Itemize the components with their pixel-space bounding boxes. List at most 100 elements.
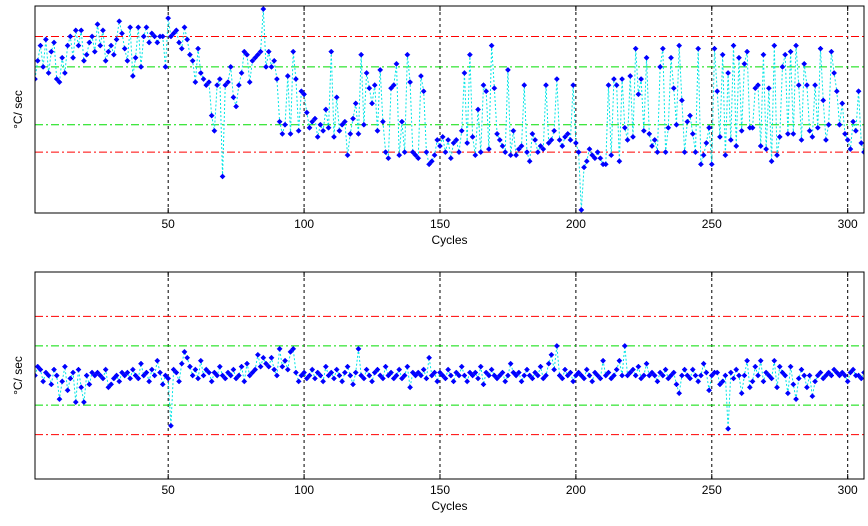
data-point [670, 369, 677, 376]
data-point [254, 351, 261, 358]
data-point [553, 342, 560, 349]
data-point [861, 149, 864, 156]
data-point [314, 369, 321, 376]
data-point [369, 378, 375, 385]
data-point [608, 375, 615, 382]
data-point [390, 375, 397, 382]
data-point [551, 127, 558, 134]
data-point [148, 30, 155, 37]
data-point [673, 121, 680, 128]
data-point [635, 91, 642, 98]
data-point [839, 100, 846, 107]
data-point [744, 48, 751, 55]
data-point [855, 88, 862, 95]
data-point [809, 393, 816, 400]
data-point [72, 27, 79, 34]
data-point [347, 372, 354, 379]
data-point [206, 369, 212, 376]
data-point [627, 369, 634, 376]
data-point [265, 48, 272, 55]
x-tick-label: 300 [838, 483, 858, 497]
data-point [812, 378, 819, 385]
data-point [562, 366, 568, 373]
data-point [627, 73, 634, 79]
data-point [774, 384, 780, 391]
data-point [450, 378, 457, 385]
data-point [423, 375, 430, 382]
data-point [396, 152, 403, 159]
data-point [189, 372, 196, 379]
data-point [768, 158, 775, 165]
data-point [157, 369, 163, 376]
data-point [741, 60, 748, 67]
data-point [594, 149, 601, 156]
data-point [556, 372, 563, 379]
data-point [200, 372, 207, 379]
data-point [461, 372, 468, 379]
data-point [78, 384, 85, 391]
data-point [170, 366, 177, 373]
data-point [53, 372, 60, 379]
data-point [847, 146, 854, 153]
data-point [456, 372, 462, 379]
data-point [162, 372, 169, 379]
data-point [371, 82, 378, 89]
data-point [730, 42, 737, 49]
data-point [472, 152, 479, 159]
data-point [532, 369, 539, 376]
data-point [195, 45, 202, 52]
data-point [839, 369, 846, 376]
data-point [75, 366, 82, 373]
data-point [200, 76, 207, 83]
data-point [377, 372, 384, 379]
data-point [295, 378, 302, 385]
data-point [697, 372, 704, 379]
data-point [714, 369, 721, 376]
data-point [559, 143, 566, 149]
data-point [51, 39, 57, 46]
data-point [121, 372, 128, 379]
data-point [537, 363, 544, 370]
data-point [828, 372, 835, 379]
data-point [613, 366, 620, 373]
data-point [736, 372, 742, 379]
data-point [59, 54, 66, 61]
data-point [89, 33, 96, 40]
data-point [643, 54, 650, 61]
data-point [793, 42, 800, 49]
data-point [638, 76, 645, 83]
data-point [534, 149, 541, 156]
data-point [379, 118, 386, 125]
data-point [404, 363, 411, 370]
data-point [741, 372, 748, 379]
chart-panel-1: 50 100 150 200 250 300 Cycles °C/ sec [11, 5, 865, 247]
data-point [127, 375, 134, 382]
data-point [428, 158, 435, 165]
data-point [852, 127, 859, 134]
data-point [230, 366, 237, 373]
data-point [336, 372, 343, 379]
data-point [426, 161, 433, 168]
data-point [366, 85, 373, 92]
data-point [646, 372, 653, 379]
data-point [510, 369, 517, 376]
data-point [45, 372, 52, 379]
data-point [197, 357, 204, 364]
data-point [80, 57, 87, 64]
data-point [355, 130, 362, 137]
data-point [540, 375, 547, 382]
data-point [385, 155, 392, 162]
data-point [292, 369, 299, 376]
data-point [692, 149, 699, 156]
data-point [534, 372, 541, 379]
data-point [434, 136, 441, 143]
data-point [116, 18, 123, 25]
data-point [116, 378, 123, 385]
data-point [564, 130, 571, 137]
data-point [524, 366, 530, 373]
data-point [61, 70, 68, 76]
data-point [176, 378, 183, 385]
data-point [619, 372, 626, 379]
data-point [695, 45, 702, 52]
data-point [140, 372, 147, 379]
